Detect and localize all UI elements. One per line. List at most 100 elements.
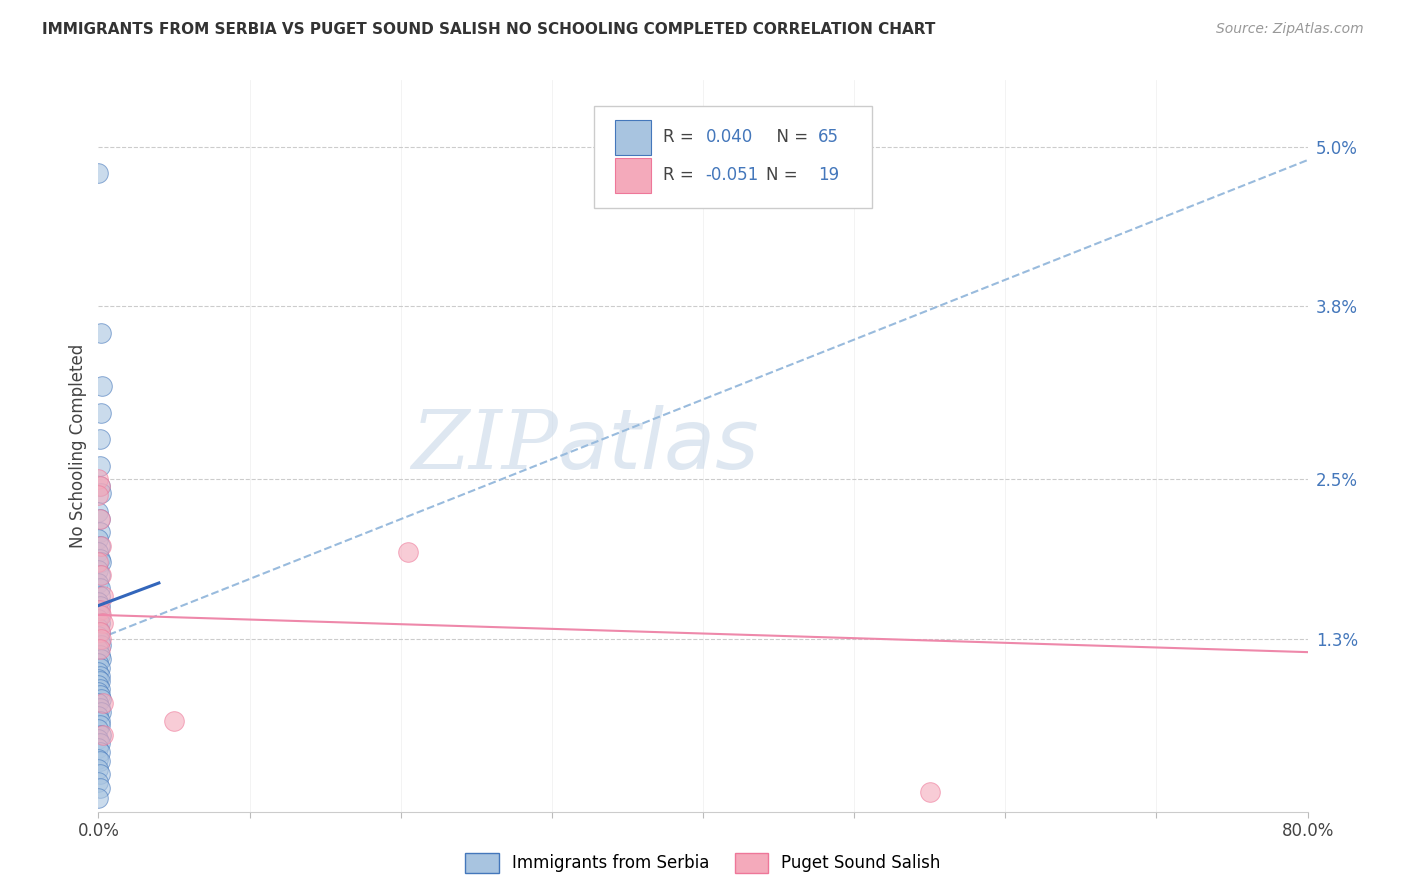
Y-axis label: No Schooling Completed: No Schooling Completed <box>69 344 87 548</box>
Point <box>90 406 112 420</box>
FancyBboxPatch shape <box>595 106 872 209</box>
Point <box>89 539 111 553</box>
Point <box>91 728 114 742</box>
Point <box>87 740 110 755</box>
Point <box>89 780 111 795</box>
Text: ZIP: ZIP <box>411 406 558 486</box>
Point <box>87 166 110 180</box>
Text: 65: 65 <box>818 128 839 146</box>
Text: R =: R = <box>664 128 699 146</box>
Text: atlas: atlas <box>558 406 759 486</box>
Point <box>89 701 111 715</box>
Point <box>89 582 111 596</box>
Point <box>90 691 112 706</box>
Point <box>87 621 110 635</box>
Point <box>91 589 114 603</box>
Point <box>89 735 111 749</box>
Point <box>89 625 111 640</box>
Point <box>87 602 110 616</box>
Point <box>87 576 110 591</box>
Point <box>89 479 111 493</box>
Point <box>89 552 111 566</box>
Point <box>87 775 110 789</box>
Point <box>90 705 112 719</box>
Point <box>89 625 111 640</box>
Point <box>87 731 110 746</box>
Point <box>87 472 110 486</box>
Point <box>87 656 110 670</box>
Point <box>89 718 111 732</box>
Point <box>89 568 111 582</box>
Point <box>90 379 112 393</box>
Point <box>89 525 111 540</box>
Point <box>90 539 112 553</box>
Point <box>89 602 111 616</box>
Point <box>918 785 941 799</box>
Point <box>90 607 112 622</box>
Point <box>87 791 110 805</box>
Bar <box>614 120 651 155</box>
Point <box>90 632 112 646</box>
Text: -0.051: -0.051 <box>706 167 759 185</box>
Point <box>90 555 112 569</box>
Point <box>87 665 110 679</box>
Point <box>90 568 112 582</box>
Point <box>89 607 111 622</box>
Text: N =: N = <box>766 167 803 185</box>
Point <box>87 685 110 699</box>
Point <box>89 589 111 603</box>
Point <box>89 714 111 729</box>
Point <box>90 485 112 500</box>
Point <box>87 506 110 520</box>
Point <box>89 754 111 768</box>
Point <box>87 672 110 686</box>
Text: 19: 19 <box>818 167 839 185</box>
Point <box>87 612 110 626</box>
Point <box>87 696 110 710</box>
Point <box>91 615 114 630</box>
Text: Source: ZipAtlas.com: Source: ZipAtlas.com <box>1216 22 1364 37</box>
Point <box>163 714 186 729</box>
Point <box>89 634 111 648</box>
Point <box>87 709 110 723</box>
Text: IMMIGRANTS FROM SERBIA VS PUGET SOUND SALISH NO SCHOOLING COMPLETED CORRELATION : IMMIGRANTS FROM SERBIA VS PUGET SOUND SA… <box>42 22 935 37</box>
Point <box>89 682 111 697</box>
Point <box>87 563 110 577</box>
Text: 0.040: 0.040 <box>706 128 752 146</box>
Point <box>87 532 110 546</box>
Legend: Immigrants from Serbia, Puget Sound Salish: Immigrants from Serbia, Puget Sound Sali… <box>458 847 948 880</box>
Point <box>90 652 112 666</box>
Point <box>89 642 111 657</box>
Point <box>89 479 111 493</box>
Text: N =: N = <box>766 128 813 146</box>
Point <box>89 745 111 759</box>
Point <box>91 696 114 710</box>
Point <box>87 678 110 692</box>
Point <box>87 555 110 569</box>
Point <box>89 688 111 702</box>
Point <box>396 545 419 559</box>
Point <box>89 433 111 447</box>
Point <box>87 642 110 657</box>
Bar <box>614 158 651 193</box>
Point <box>89 512 111 526</box>
Point <box>87 488 110 502</box>
Point <box>89 674 111 689</box>
Point <box>89 669 111 683</box>
Point <box>87 723 110 737</box>
Point <box>87 629 110 643</box>
Point <box>89 648 111 662</box>
Point <box>87 762 110 776</box>
Point <box>89 661 111 675</box>
Point <box>90 639 112 653</box>
Point <box>89 458 111 473</box>
Text: R =: R = <box>664 167 699 185</box>
Point <box>87 751 110 765</box>
Point <box>87 545 110 559</box>
Point <box>89 615 111 630</box>
Point <box>90 728 112 742</box>
Point <box>89 512 111 526</box>
Point <box>87 594 110 608</box>
Point <box>89 599 111 613</box>
Point <box>89 767 111 781</box>
